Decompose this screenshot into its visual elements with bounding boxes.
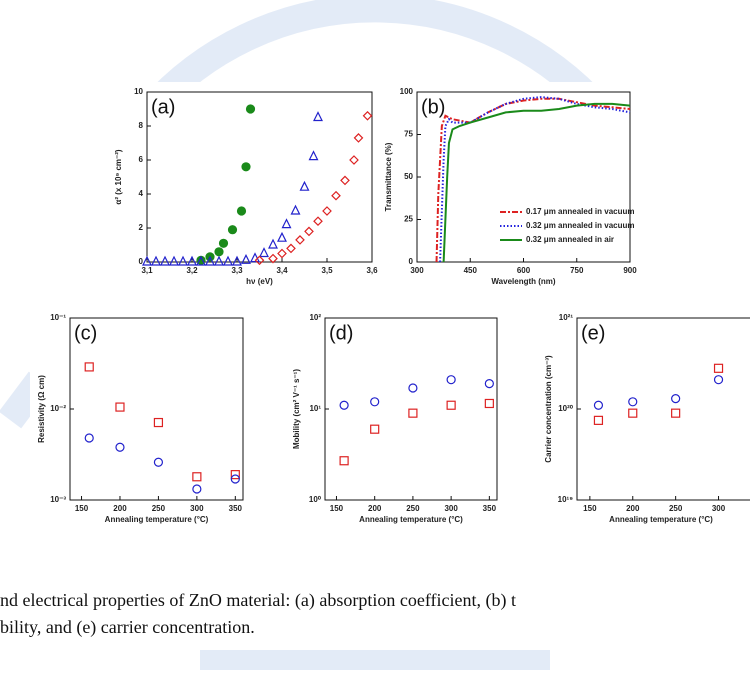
y-axis-label: Transmittance (%) <box>384 142 393 211</box>
legend-label: 0.17 μm annealed in vacuum <box>526 207 635 216</box>
y-tick-label: 10 <box>134 87 143 96</box>
panel-label: (c) <box>74 322 97 344</box>
data-point <box>229 226 237 234</box>
x-tick-label: 350 <box>483 504 497 513</box>
x-axis-label: hν (eV) <box>246 277 273 286</box>
x-tick-label: 200 <box>368 504 382 513</box>
y-tick-label: 10⁻³ <box>50 495 66 504</box>
x-tick-label: 3,3 <box>231 266 243 275</box>
y-tick-label: 10¹ <box>309 404 321 413</box>
y-tick-label: 10⁻¹ <box>50 313 66 322</box>
x-tick-label: 200 <box>113 504 127 513</box>
y-tick-label: 10¹⁹ <box>558 495 574 504</box>
legend-label: 0.32 μm annealed in air <box>526 235 614 244</box>
y-axis-label: Mobility (cm² V⁻¹ s⁻¹) <box>292 369 301 449</box>
x-tick-label: 300 <box>190 504 204 513</box>
x-tick-label: 250 <box>669 504 683 513</box>
x-tick-label: 300 <box>712 504 726 513</box>
x-tick-label: 150 <box>583 504 597 513</box>
x-tick-label: 200 <box>626 504 640 513</box>
data-point <box>215 248 223 256</box>
x-tick-label: 250 <box>152 504 166 513</box>
y-tick-label: 100 <box>400 87 414 96</box>
data-point <box>247 105 255 113</box>
x-tick-label: 350 <box>229 504 243 513</box>
panel-frame <box>285 308 505 523</box>
x-tick-label: 600 <box>517 266 531 275</box>
x-axis-label: Annealing temperature (°C) <box>359 515 463 524</box>
x-tick-label: 450 <box>464 266 478 275</box>
panel-label: (e) <box>581 322 605 344</box>
y-tick-label: 10²⁰ <box>558 404 574 413</box>
panel-label: (a) <box>151 96 175 118</box>
x-tick-label: 3,6 <box>366 266 378 275</box>
y-tick-label: 10⁻² <box>50 404 66 413</box>
x-tick-label: 250 <box>406 504 420 513</box>
y-tick-label: 10² <box>309 313 321 322</box>
panel-frame <box>530 308 750 523</box>
data-point <box>238 207 246 215</box>
y-tick-label: 4 <box>139 189 144 198</box>
x-tick-label: 900 <box>623 266 637 275</box>
x-tick-label: 750 <box>570 266 584 275</box>
data-point <box>242 163 250 171</box>
x-tick-label: 150 <box>75 504 89 513</box>
panel-label: (b) <box>421 96 445 118</box>
x-tick-label: 150 <box>330 504 344 513</box>
y-tick-label: 75 <box>404 130 413 139</box>
y-tick-label: 8 <box>139 121 144 130</box>
page: nd electrical properties of ZnO material… <box>0 0 750 693</box>
y-axis-label: Carrier concentration (cm⁻³) <box>544 355 553 463</box>
x-axis-label: Annealing temperature (°C) <box>105 515 209 524</box>
caption-line: nd electrical properties of ZnO material… <box>0 590 516 611</box>
y-tick-label: 2 <box>139 223 144 232</box>
y-tick-label: 25 <box>404 215 413 224</box>
legend-label: 0.32 μm annealed in vacuum <box>526 221 635 230</box>
x-tick-label: 3,5 <box>321 266 333 275</box>
y-tick-label: 10²¹ <box>559 313 574 322</box>
x-tick-label: 3,1 <box>141 266 153 275</box>
x-tick-label: 300 <box>410 266 424 275</box>
panel-frame <box>30 308 250 523</box>
x-axis-label: Wavelength (nm) <box>491 277 555 286</box>
x-axis-label: Annealing temperature (°C) <box>609 515 713 524</box>
y-tick-label: 0 <box>409 257 414 266</box>
y-tick-label: 50 <box>404 172 413 181</box>
caption-line: bility, and (e) carrier concentration. <box>0 617 255 638</box>
data-point <box>220 239 228 247</box>
y-axis-label: α² (x 10⁹ cm⁻²) <box>114 149 123 205</box>
x-tick-label: 3,2 <box>186 266 198 275</box>
y-tick-label: 6 <box>139 155 144 164</box>
x-tick-label: 300 <box>444 504 458 513</box>
y-tick-label: 10⁰ <box>309 495 322 504</box>
x-tick-label: 3,4 <box>276 266 288 275</box>
panel-label: (d) <box>329 322 353 344</box>
y-axis-label: Resistivity (Ω cm) <box>37 375 46 443</box>
